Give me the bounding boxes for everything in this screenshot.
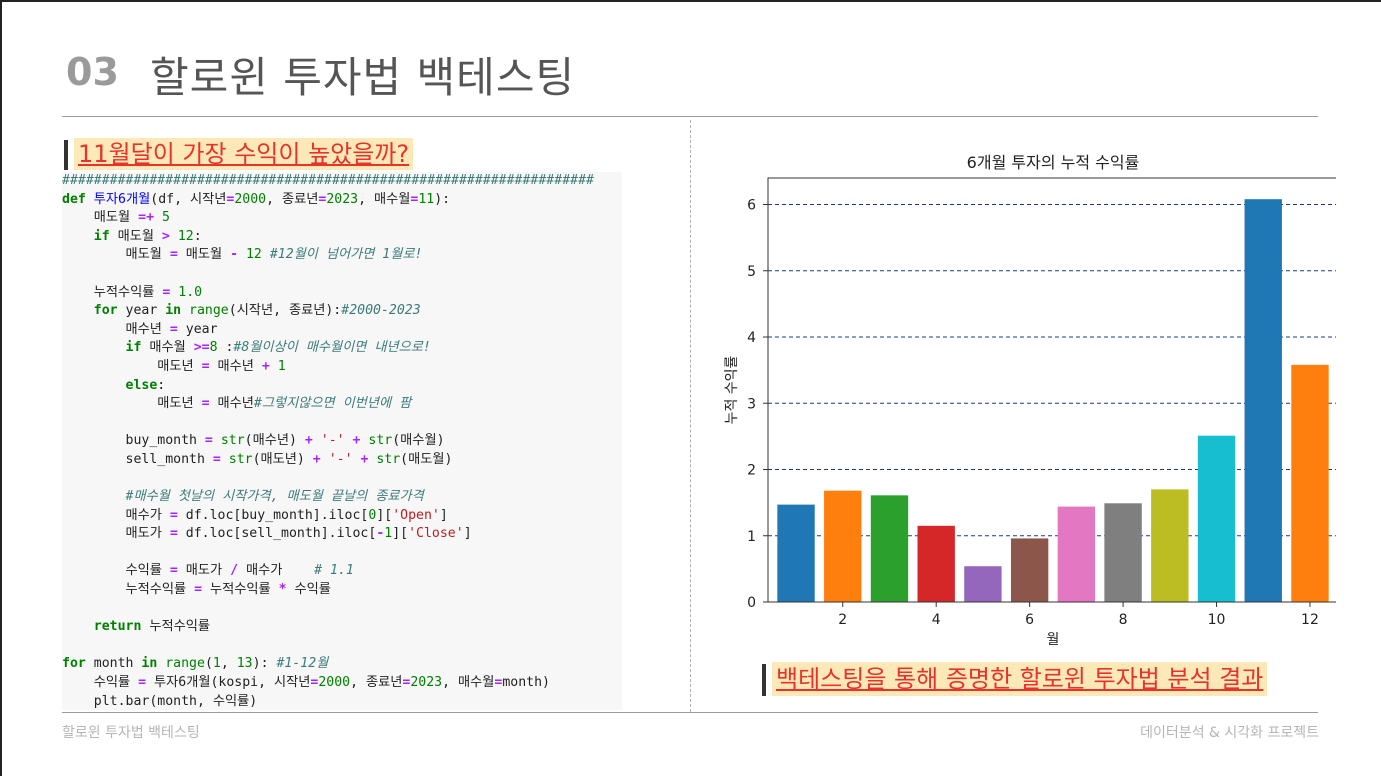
code-line: for month in range(1, 13): #1-12월	[62, 656, 329, 672]
footer-divider	[62, 712, 1318, 713]
bar-month-3	[870, 495, 909, 602]
bar-month-2	[824, 490, 862, 602]
footer-left-text: 할로윈 투자법 백테스팅	[62, 725, 200, 741]
plot-frame	[767, 177, 1336, 603]
y-axis-label: 누적 수익률	[724, 355, 740, 424]
y-tick-label: 6	[747, 198, 756, 214]
bar-month-6	[1010, 538, 1049, 602]
conclusion-heading: 백테스팅을 통해 증명한 할로윈 투자법 분석 결과	[772, 662, 1268, 696]
title-divider	[62, 116, 1318, 117]
code-line: 누적수익률 = 1.0	[62, 284, 203, 300]
y-tick-label: 1	[747, 529, 756, 545]
code-line: if 매도월 > 12:	[62, 228, 202, 244]
bar-month-10	[1197, 435, 1236, 602]
x-tick-label: 4	[932, 612, 941, 628]
x-tick-label: 10	[1208, 612, 1226, 628]
slide-frame-top	[0, 0, 1381, 2]
question-marker	[64, 140, 68, 170]
code-line: #매수월 첫날의 시작가격, 매도월 끝날의 종료가격	[62, 489, 424, 505]
code-line: buy_month = str(매수년) + '-' + str(매수월)	[62, 433, 445, 449]
code-line	[62, 470, 622, 489]
code-block: ########################################…	[62, 172, 622, 710]
x-tick-label: 6	[1025, 612, 1034, 628]
column-divider	[690, 120, 691, 712]
code-line: else:	[62, 377, 166, 393]
y-tick-label: 4	[747, 330, 756, 346]
bar-month-9	[1151, 489, 1189, 602]
y-tick-label: 2	[747, 463, 756, 479]
code-line: 매도가 = df.loc[sell_month].iloc[-1]['Close…	[62, 526, 472, 542]
chart-title: 6개월 투자의 누적 수익률	[967, 153, 1140, 172]
code-line	[62, 600, 622, 619]
bar-month-4	[917, 525, 955, 602]
y-tick-label: 3	[747, 396, 756, 412]
y-tick-label: 0	[747, 595, 756, 611]
bar-month-8	[1104, 503, 1142, 602]
bar-month-5	[964, 566, 1002, 602]
code-line: 매도월 = 매도월 - 12 #12월이 넘어가면 1월로!	[62, 247, 423, 263]
slide-title: 할로윈 투자법 백테스팅	[150, 53, 576, 102]
code-line: ########################################…	[62, 173, 594, 188]
code-line: def 투자6개월(df, 시작년=2000, 종료년=2023, 매수월=11…	[62, 191, 451, 207]
bar-month-12	[1291, 364, 1329, 602]
bar-month-7	[1057, 506, 1096, 602]
code-line: 매수년 = year	[62, 321, 218, 337]
code-line: return 누적수익률	[62, 619, 211, 635]
code-line: 수익률 = 매도가 / 매수가 # 1.1	[62, 563, 354, 579]
x-tick-label: 2	[838, 612, 847, 628]
code-line	[62, 637, 622, 656]
code-line	[62, 265, 622, 284]
code-line: 매도년 = 매수년#그렇지않으면 이번년에 팜	[62, 396, 412, 412]
bar-month-11	[1244, 199, 1282, 602]
y-tick-label: 5	[747, 264, 756, 280]
bar-month-1	[777, 504, 815, 602]
footer-right-text: 데이터분석 & 시각화 프로젝트	[1140, 725, 1319, 741]
x-axis-label: 월	[1047, 632, 1060, 648]
question-heading: 11월달이 가장 수익이 높았을까?	[74, 138, 414, 170]
code-line: if 매수월 >=8 :#8월이상이 매수월이면 내년으로!	[62, 340, 431, 356]
conclusion-marker	[762, 664, 766, 696]
slide-number: 03	[66, 50, 119, 94]
code-line	[62, 544, 622, 563]
code-line: for year in range(시작년, 종료년):#2000-2023	[62, 303, 421, 319]
code-line: 매도년 = 매수년 + 1	[62, 358, 286, 374]
code-line: 누적수익률 = 누적수익률 * 수익률	[62, 582, 331, 598]
x-tick-label: 12	[1301, 612, 1319, 628]
code-line: plt.bar(month, 수익률)	[62, 693, 258, 709]
code-line: 매도월 =+ 5	[62, 210, 170, 226]
x-tick-label: 8	[1119, 612, 1128, 628]
code-line: sell_month = str(매도년) + '-' + str(매도월)	[62, 451, 453, 467]
code-line: 수익률 = 투자6개월(kospi, 시작년=2000, 종료년=2023, 매…	[62, 675, 550, 691]
slide-frame-left	[0, 0, 2, 776]
code-line	[62, 414, 622, 433]
code-line: 매수가 = df.loc[buy_month].iloc[0]['Open']	[62, 507, 448, 523]
